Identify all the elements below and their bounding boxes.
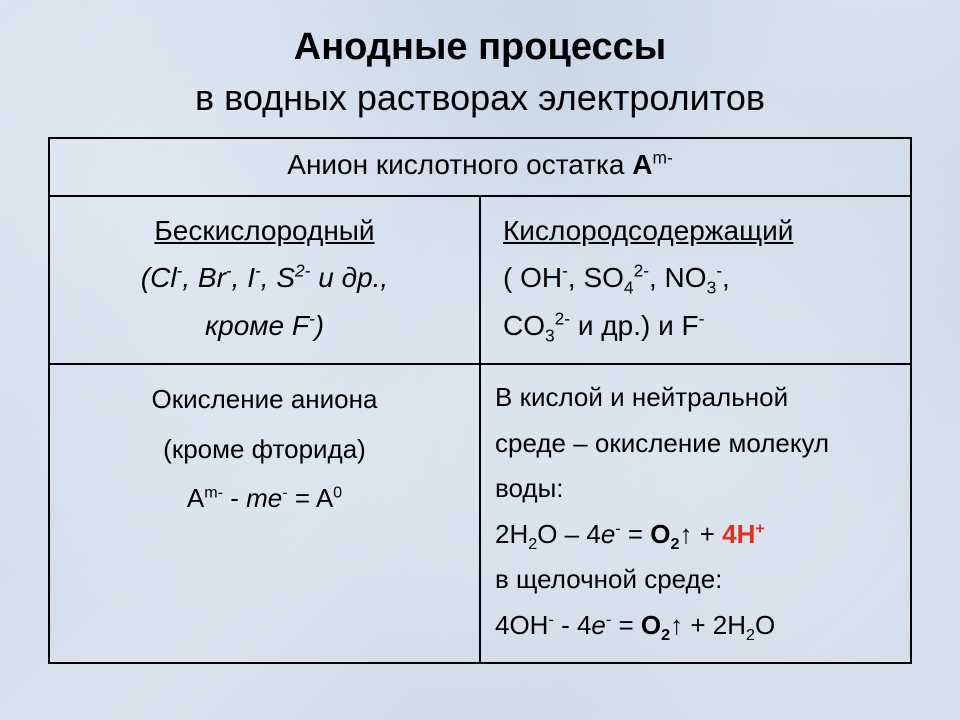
eq-me: me <box>246 483 282 513</box>
eq1-sub2: 2 <box>528 535 537 553</box>
eq-m-sup: m- <box>204 484 223 502</box>
equation-alkaline: 4OH- - 4e- = O2↑ + 2H2O <box>495 603 896 649</box>
acid-neutral-line3: воды: <box>495 466 896 512</box>
header-sup: m- <box>652 147 672 167</box>
eq-dash: - <box>223 483 246 513</box>
eq2-arrow: ↑ <box>670 610 683 640</box>
category-left-title: Бескислородный <box>64 207 465 255</box>
eq2-h2o-sub: 2 <box>746 626 755 644</box>
eq-A2: A <box>316 483 333 513</box>
ex-etc: и др., <box>310 262 388 293</box>
eq2-eq: = <box>611 610 641 640</box>
eq1-O: O – 4 <box>537 519 601 549</box>
anodic-processes-table: Анион кислотного остатка Аm- Бескислород… <box>48 137 912 665</box>
category-right-examples-2: CO32- и др.) и F- <box>503 302 896 350</box>
sub-no3: 3 <box>707 278 717 298</box>
ex-except: кроме F <box>205 310 309 341</box>
eq2-h2o-O: O <box>755 610 775 640</box>
body-right-cell: В кислой и нейтральной среде – окисление… <box>480 364 911 663</box>
sup-f: - <box>699 309 705 329</box>
alkaline-label: в щелочной среде: <box>495 557 896 603</box>
ex-close: ) <box>315 310 324 341</box>
body-left-equation: Am- - me- = A0 <box>64 474 465 523</box>
category-left-except: кроме F-) <box>64 302 465 350</box>
sub-co3: 3 <box>545 325 555 345</box>
body-left-line2: (кроме фторида) <box>64 425 465 474</box>
category-right-cell: Кислородсодержащий ( OH-, SO42-, NO3-, C… <box>480 196 911 365</box>
eq1-arrow: ↑ <box>680 519 693 549</box>
body-left-cell: Окисление аниона (кроме фторида) Am- - m… <box>49 364 480 663</box>
ex-br: , Br <box>182 262 226 293</box>
body-left-line1: Окисление аниона <box>64 375 465 424</box>
eq1-4H: 4H <box>722 519 755 549</box>
header-symbol: А <box>632 149 652 180</box>
category-right-examples-1: ( OH-, SO42-, NO3-, <box>503 254 896 302</box>
eq1-O2: O2 <box>650 519 679 549</box>
header-text: Анион кислотного остатка <box>287 149 632 180</box>
eq1-eq: = <box>621 519 651 549</box>
ex-i: , I <box>232 262 255 293</box>
ex-no3: , NO <box>649 262 707 293</box>
eq2-O2-sub: 2 <box>661 626 670 644</box>
slide-subtitle: в водных растворах электролитов <box>48 76 912 119</box>
eq1-2H: 2H <box>495 519 528 549</box>
sup-co3: 2- <box>555 309 570 329</box>
ex-etc2: и др.) и F <box>570 310 699 341</box>
sub-so4: 4 <box>624 278 634 298</box>
eq1-4Hplus: 4H+ <box>722 519 765 549</box>
ex-co3: CO <box>503 310 545 341</box>
eq1-e: e <box>601 519 615 549</box>
eq2-O2: O2 <box>641 610 670 640</box>
eq2-plus: + 2H <box>683 610 746 640</box>
category-left-examples: (Cl-, Br-, I-, S2- и др., <box>64 254 465 302</box>
comma: , <box>722 262 730 293</box>
eq1-plus: + <box>693 519 723 549</box>
slide-title: Анодные процессы <box>48 24 912 72</box>
eq-0-sup: 0 <box>333 484 342 502</box>
acid-neutral-line1: В кислой и нейтральной <box>495 375 896 421</box>
ex-cl: (Cl <box>141 262 177 293</box>
slide-content: Анодные процессы в водных растворах элек… <box>0 0 960 720</box>
ex-so4: , SO <box>568 262 624 293</box>
eq1-H-sup: + <box>755 519 764 537</box>
ex-s: , S <box>261 262 295 293</box>
sup-s: 2- <box>295 261 310 281</box>
category-right-title: Кислородсодержащий <box>503 215 793 246</box>
eq-eq: = <box>288 483 316 513</box>
eq2-e: e <box>591 610 605 640</box>
eq-A: A <box>187 483 204 513</box>
eq1-O2-txt: O <box>650 519 670 549</box>
eq2-O2-txt: O <box>641 610 661 640</box>
sup-so4: 2- <box>634 261 649 281</box>
acid-neutral-line2: среде – окисление молекул <box>495 421 896 467</box>
eq1-O2-sub: 2 <box>671 535 680 553</box>
eq2-4OH: 4OH <box>495 610 548 640</box>
equation-acid-neutral: 2H2O – 4e- = O2↑ + 4H+ <box>495 512 896 558</box>
table-header-row: Анион кислотного остатка Аm- <box>49 138 911 196</box>
ex-oh: ( OH <box>503 262 562 293</box>
eq2-mid: - 4 <box>554 610 592 640</box>
category-left-cell: Бескислородный (Cl-, Br-, I-, S2- и др.,… <box>49 196 480 365</box>
